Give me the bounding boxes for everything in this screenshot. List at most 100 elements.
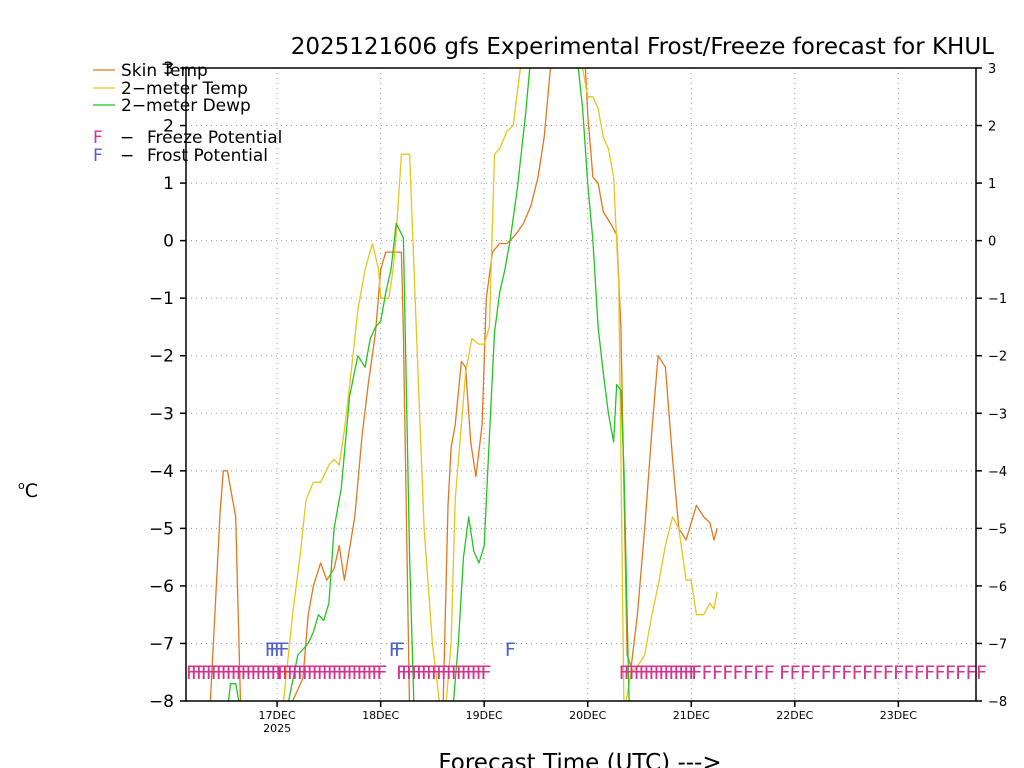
series-line-2	[227, 68, 630, 701]
freeze-marker: F	[362, 662, 373, 684]
freeze-marker: F	[691, 662, 702, 684]
freeze-marker: F	[629, 662, 640, 684]
y-tick-label: 2	[163, 117, 174, 137]
freeze-marker: F	[883, 662, 894, 684]
x-tick-label: 20DEC	[569, 709, 606, 722]
freeze-marker: F	[831, 662, 842, 684]
freeze-marker: F	[733, 662, 744, 684]
freeze-marker: F	[441, 662, 452, 684]
freeze-marker: F	[186, 662, 197, 684]
freeze-marker: F	[722, 662, 733, 684]
freeze-marker: F	[216, 662, 227, 684]
freeze-marker: F	[446, 662, 457, 684]
freeze-marker: F	[852, 662, 863, 684]
freeze-marker: F	[277, 662, 288, 684]
y-axis-label-unit: C	[25, 480, 38, 502]
frost-marker: F	[269, 639, 280, 661]
freeze-marker: F	[436, 662, 447, 684]
freeze-marker: F	[270, 662, 281, 684]
freeze-marker: F	[332, 662, 343, 684]
freeze-marker: F	[872, 662, 883, 684]
freeze-marker: F	[342, 662, 353, 684]
freeze-marker: F	[352, 662, 363, 684]
freeze-marker: F	[678, 662, 689, 684]
freeze-marker: F	[292, 662, 303, 684]
freeze-marker: F	[251, 662, 262, 684]
freeze-marker: F	[471, 662, 482, 684]
x-tick-label: 17DEC	[259, 709, 296, 722]
freeze-marker: F	[904, 662, 915, 684]
freeze-marker: F	[476, 662, 487, 684]
legend-frost-potential: F − Frost Potential	[93, 146, 268, 166]
plot-frame	[185, 67, 977, 702]
y-tick-label: −5	[149, 519, 174, 539]
frost-marker: F	[274, 639, 285, 661]
freeze-marker: F	[841, 662, 852, 684]
freeze-marker: F	[976, 662, 987, 684]
freeze-marker: F	[357, 662, 368, 684]
freeze-marker: F	[673, 662, 684, 684]
x-tick-label: 18DEC	[362, 709, 399, 722]
freeze-marker: F	[790, 662, 801, 684]
freeze-marker: F	[966, 662, 977, 684]
freeze-marker: F	[779, 662, 790, 684]
freeze-marker: F	[945, 662, 956, 684]
freeze-marker: F	[862, 662, 873, 684]
freeze-marker: F	[416, 662, 427, 684]
freeze-marker: F	[654, 662, 665, 684]
y-tick-label-right: −6	[988, 580, 1007, 595]
y-tick-label-right: 3	[988, 62, 996, 77]
frost-marker: F	[394, 639, 405, 661]
grid-lines	[186, 68, 976, 701]
y-tick-label-right: −7	[988, 637, 1007, 652]
freeze-marker: F	[236, 662, 247, 684]
freeze-marker: F	[461, 662, 472, 684]
freeze-marker: F	[764, 662, 775, 684]
freeze-marker: F	[327, 662, 338, 684]
freeze-marker: F	[347, 662, 358, 684]
freeze-marker: F	[639, 662, 650, 684]
freeze-marker: F	[668, 662, 679, 684]
freeze-marker: F	[426, 662, 437, 684]
legend-frost-dash: −	[120, 146, 134, 166]
series-line-1	[282, 68, 718, 701]
freeze-marker: F	[431, 662, 442, 684]
y-tick-label-right: −2	[988, 350, 1007, 365]
freeze-marker: F	[634, 662, 645, 684]
freeze-marker: F	[191, 662, 202, 684]
y-tick-label: −2	[149, 347, 174, 367]
legend: Skin Temp 2−meter Temp 2−meter Dewp F − …	[93, 61, 282, 166]
potential-markers: FFFFFFFFFFFFFFFFFFFFFFFFFFFFFFFFFFFFFFFF…	[186, 639, 987, 684]
series-layer	[209, 68, 718, 701]
freeze-marker: F	[893, 662, 904, 684]
y-tick-label-right: −4	[988, 465, 1007, 480]
x-tick-label: 22DEC	[776, 709, 813, 722]
legend-freeze-label: Freeze Potential	[147, 128, 282, 148]
y-tick-label-right: −5	[988, 522, 1007, 537]
y-axis-right: −8 −7 −6 −5 −4 −3 −2 −1 0 1 2 3	[976, 62, 1007, 710]
legend-frost-label: Frost Potential	[147, 146, 268, 166]
y-axis-left: −8 −7 −6 −5 −4 −3 −2 −1 0 1 2 3	[149, 59, 186, 712]
freeze-marker: F	[683, 662, 694, 684]
legend-freeze-glyph: F	[93, 128, 103, 148]
chart-title: 2025121606 gfs Experimental Frost/Freeze…	[291, 34, 994, 60]
y-tick-label: −1	[149, 289, 174, 309]
y-tick-label: −6	[149, 577, 174, 597]
freeze-marker: F	[649, 662, 660, 684]
x-axis-label: Forecast Time (UTC) --->	[438, 750, 721, 768]
y-tick-label-right: −8	[988, 695, 1007, 710]
freeze-marker: F	[287, 662, 298, 684]
freeze-marker: F	[466, 662, 477, 684]
freeze-marker: F	[312, 662, 323, 684]
legend-freeze-potential: F − Freeze Potential	[93, 128, 282, 148]
x-tick-sublabel: 2025	[263, 722, 291, 735]
freeze-marker: F	[297, 662, 308, 684]
y-tick-label-right: −1	[988, 292, 1007, 307]
freeze-marker: F	[196, 662, 207, 684]
y-axis-label: oC	[18, 479, 38, 502]
y-tick-label: 3	[163, 59, 174, 79]
freeze-marker: F	[275, 662, 286, 684]
freeze-marker: F	[743, 662, 754, 684]
freeze-marker: F	[421, 662, 432, 684]
freeze-marker: F	[206, 662, 217, 684]
